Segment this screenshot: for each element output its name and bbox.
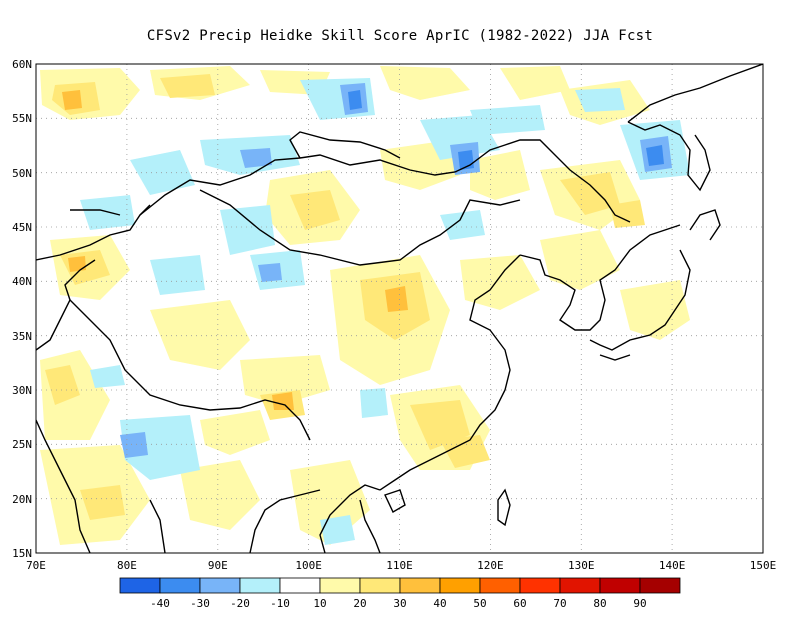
- colorbar-swatch: [559, 577, 601, 594]
- colorbar-label: -40: [150, 597, 170, 610]
- colorbar-swatch: [639, 577, 681, 594]
- colorbar-swatch: [479, 577, 521, 594]
- colorbar-swatch: [439, 577, 481, 594]
- colorbar-swatch: [239, 577, 281, 594]
- colorbar-label: 60: [513, 597, 526, 610]
- lat-tick-label: 20N: [12, 493, 32, 506]
- lon-tick-label: 70E: [26, 559, 46, 572]
- colorbar-label: 50: [473, 597, 486, 610]
- colorbar-label: 80: [593, 597, 606, 610]
- lon-tick-label: 90E: [208, 559, 228, 572]
- colorbar-swatch: [399, 577, 441, 594]
- lon-tick-label: 100E: [295, 559, 322, 572]
- lat-tick-label: 30N: [12, 384, 32, 397]
- colorbar-swatch: [599, 577, 641, 594]
- lat-tick-label: 25N: [12, 438, 32, 451]
- lat-tick-label: 50N: [12, 167, 32, 180]
- colorbar-swatch: [519, 577, 561, 594]
- colorbar-swatch: [359, 577, 401, 594]
- lon-tick-label: 120E: [477, 559, 504, 572]
- colorbar-swatch: [159, 577, 201, 594]
- lat-tick-label: 15N: [12, 547, 32, 560]
- lon-tick-label: 130E: [568, 559, 595, 572]
- colorbar-label: 10: [313, 597, 326, 610]
- lat-tick-label: 35N: [12, 330, 32, 343]
- colorbar: -40 -30 -20 -10 10 20 30 40 50 60 70 80 90: [119, 577, 681, 610]
- lat-tick-label: 40N: [12, 275, 32, 288]
- colorbar-label: 70: [553, 597, 566, 610]
- colorbar-swatch: [319, 577, 361, 594]
- colorbar-swatch: [279, 577, 321, 594]
- plot-frame: [35, 63, 764, 554]
- colorbar-label: -10: [270, 597, 290, 610]
- lon-tick-label: 150E: [750, 559, 777, 572]
- colorbar-label: -30: [190, 597, 210, 610]
- map-title: CFSv2 Precip Heidke Skill Score AprIC (1…: [146, 28, 654, 44]
- colorbar-label: 90: [633, 597, 646, 610]
- lon-tick-label: 110E: [386, 559, 413, 572]
- colorbar-label: -20: [230, 597, 250, 610]
- skill-score-field: [40, 66, 690, 545]
- lon-tick-label: 80E: [117, 559, 137, 572]
- gridlines: [36, 64, 763, 553]
- coastlines: [36, 64, 763, 553]
- lat-tick-label: 45N: [12, 221, 32, 234]
- colorbar-label: 30: [393, 597, 406, 610]
- colorbar-label: 40: [433, 597, 446, 610]
- lat-tick-label: 60N: [12, 58, 32, 71]
- lon-ticks: 70E 80E 90E 100E 110E 120E 130E 140E 150…: [26, 559, 776, 572]
- colorbar-swatch: [119, 577, 161, 594]
- lat-ticks: 60N 55N 50N 45N 40N 35N 30N 25N 20N 15N: [12, 58, 32, 560]
- lon-tick-label: 140E: [659, 559, 686, 572]
- colorbar-label: 20: [353, 597, 366, 610]
- colorbar-swatch: [199, 577, 241, 594]
- lat-tick-label: 55N: [12, 112, 32, 125]
